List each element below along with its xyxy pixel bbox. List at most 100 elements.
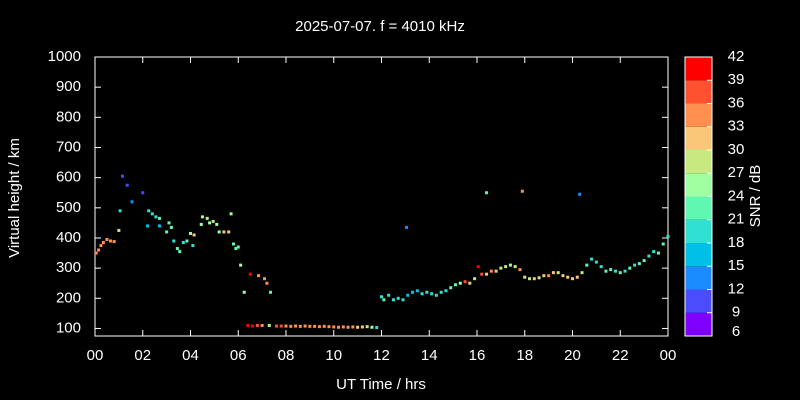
point xyxy=(585,263,589,267)
point xyxy=(208,221,212,225)
point xyxy=(356,325,360,329)
point xyxy=(633,263,637,267)
point xyxy=(141,191,145,195)
point xyxy=(178,250,182,254)
point xyxy=(112,240,116,244)
point xyxy=(556,271,560,275)
colorbar-segment xyxy=(685,57,712,81)
x-tick-label: 20 xyxy=(564,347,581,364)
point xyxy=(217,230,221,234)
point xyxy=(227,230,231,234)
x-tick-label: 08 xyxy=(278,347,295,364)
point xyxy=(430,292,434,296)
point xyxy=(473,277,477,281)
point xyxy=(351,325,355,329)
point xyxy=(265,281,269,285)
point xyxy=(532,277,536,281)
colorbar-tick-label: 21 xyxy=(728,211,745,228)
point xyxy=(656,251,660,255)
colorbar-tick-label: 18 xyxy=(728,234,745,251)
y-tick-label: 300 xyxy=(56,259,81,276)
point xyxy=(458,281,462,285)
point xyxy=(332,325,336,329)
point xyxy=(618,271,622,275)
point xyxy=(248,272,252,276)
point xyxy=(609,268,613,272)
point xyxy=(120,174,124,178)
point xyxy=(489,269,493,273)
y-tick-label: 700 xyxy=(56,138,81,155)
point xyxy=(313,324,317,328)
point xyxy=(125,183,129,187)
point xyxy=(167,221,171,225)
point xyxy=(157,224,161,228)
point xyxy=(303,324,307,328)
colorbar-label: SNR / dB xyxy=(747,165,764,228)
point xyxy=(185,239,189,243)
point xyxy=(255,323,259,327)
x-tick-label: 22 xyxy=(612,347,629,364)
x-tick-label: 18 xyxy=(516,347,533,364)
point xyxy=(508,263,512,267)
point xyxy=(239,263,243,267)
point xyxy=(434,293,438,297)
colorbar-segment xyxy=(685,196,712,220)
chart-title: 2025-07-07. f = 4010 kHz xyxy=(295,18,465,35)
point xyxy=(260,323,264,327)
point xyxy=(599,265,603,269)
point xyxy=(215,222,219,226)
point xyxy=(463,280,467,284)
point xyxy=(189,231,192,235)
point xyxy=(590,257,594,261)
point xyxy=(327,325,331,329)
point xyxy=(308,324,312,328)
y-axis-label: Virtual height / km xyxy=(6,138,23,258)
y-tick-label: 800 xyxy=(56,108,81,125)
point xyxy=(420,292,424,296)
point xyxy=(480,272,484,276)
point xyxy=(231,242,235,246)
colorbar-segment xyxy=(685,266,712,290)
point xyxy=(628,266,632,270)
point xyxy=(661,242,665,246)
y-tick-label: 200 xyxy=(56,289,81,306)
x-tick-label: 10 xyxy=(325,347,342,364)
point xyxy=(117,228,121,232)
colorbar-segment xyxy=(685,173,712,197)
point xyxy=(118,209,122,213)
x-axis-label: UT Time / hrs xyxy=(336,376,426,393)
point xyxy=(298,324,302,328)
point xyxy=(105,237,109,241)
colorbar-tick-label: 12 xyxy=(728,280,745,297)
point xyxy=(580,271,584,275)
y-tick-label: 400 xyxy=(56,229,81,246)
point xyxy=(289,324,293,328)
colorbar-segment xyxy=(685,312,712,336)
point xyxy=(263,277,267,281)
point xyxy=(246,323,250,327)
y-tick-label: 1000 xyxy=(48,48,81,65)
x-tick-label: 02 xyxy=(134,347,151,364)
x-tick-label: 04 xyxy=(182,347,199,364)
point xyxy=(146,224,150,228)
point xyxy=(542,274,546,278)
point xyxy=(267,323,271,327)
point xyxy=(322,324,326,328)
y-tick-label: 100 xyxy=(56,319,81,336)
point xyxy=(94,251,98,255)
point xyxy=(623,269,627,273)
point xyxy=(375,326,379,330)
point xyxy=(370,325,374,329)
point xyxy=(571,277,574,281)
point xyxy=(444,289,448,293)
point xyxy=(274,324,278,328)
colorbar-tick-label: 24 xyxy=(728,187,745,204)
point xyxy=(337,325,341,329)
point xyxy=(346,325,350,329)
x-tick-label: 00 xyxy=(87,347,104,364)
point xyxy=(494,269,498,273)
point xyxy=(279,324,283,328)
point xyxy=(666,234,670,238)
x-tick-label: 16 xyxy=(469,347,486,364)
point xyxy=(561,274,565,278)
